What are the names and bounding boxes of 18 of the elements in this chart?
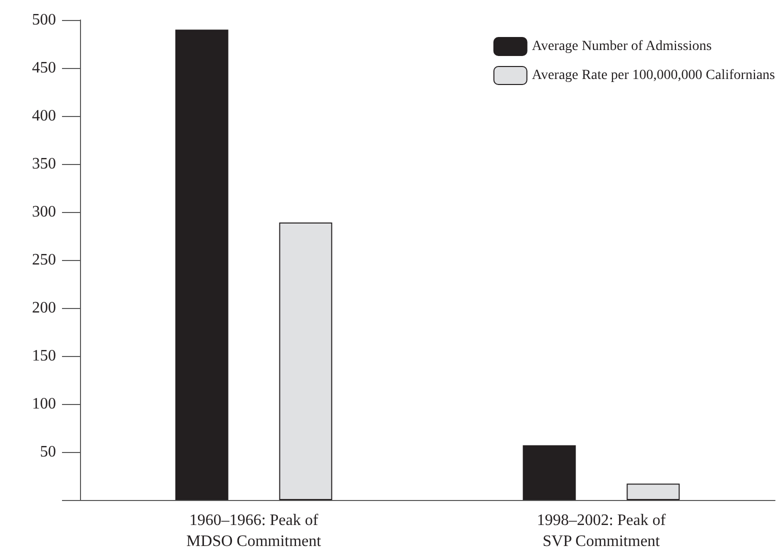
- y-tick-label: 50: [40, 444, 56, 460]
- y-tick-label: 300: [32, 204, 56, 220]
- y-tick-label: 150: [32, 348, 56, 364]
- y-tick-label: 400: [32, 108, 56, 124]
- x-tick-label: 1998–2002: Peak of SVP Commitment: [536, 512, 666, 550]
- x-tick-label: 1960–1966: Peak of MDSO Commitment: [186, 512, 322, 550]
- legend-label: Average Number of Admissions: [532, 39, 712, 54]
- bar: [279, 222, 332, 500]
- legend-label: Average Rate per 100,000,000 Californians: [532, 68, 776, 83]
- y-tick-label: 250: [32, 252, 56, 268]
- bar: [626, 484, 680, 500]
- y-tick-label: 200: [32, 300, 56, 316]
- y-tick-label: 350: [32, 156, 56, 172]
- y-tick-label: 100: [32, 396, 56, 412]
- y-tick-label: 500: [32, 12, 56, 28]
- bar: [522, 445, 576, 500]
- y-tick-label: 450: [32, 60, 56, 76]
- bar: [175, 30, 228, 500]
